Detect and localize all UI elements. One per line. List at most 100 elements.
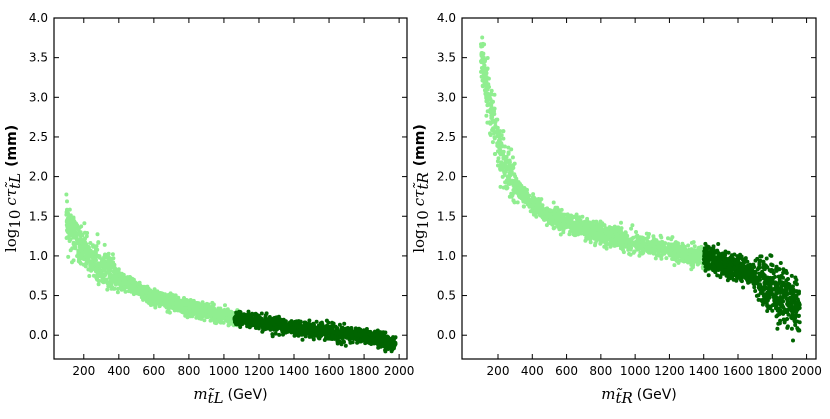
data-point [501,129,506,134]
data-point [343,343,348,348]
data-point [261,319,266,324]
data-point [214,310,218,315]
series-dark [701,241,802,343]
data-point [74,237,79,242]
data-point [483,70,488,75]
data-point [153,303,158,308]
data-point [608,238,613,243]
data-point [70,232,74,237]
data-point [556,207,561,212]
data-point [234,315,239,320]
data-point [80,256,85,261]
data-point [357,326,361,331]
data-point [490,140,495,145]
data-point [648,250,653,255]
data-point [167,302,172,306]
data-point [517,186,522,191]
data-point [298,330,303,335]
data-point [130,287,135,292]
data-point [227,320,232,325]
data-point [566,219,571,224]
data-point [330,334,335,339]
data-point [335,326,340,331]
data-point [664,256,669,261]
data-point [666,236,670,241]
data-point [670,235,675,240]
data-point [389,338,394,343]
data-point [80,251,85,256]
data-point [489,102,494,107]
data-point [716,242,721,246]
data-point [98,271,103,276]
data-point [651,234,656,239]
data-point [381,342,386,347]
data-point [525,194,529,199]
data-point [206,313,211,318]
data-point [88,252,92,257]
data-point [300,337,305,342]
data-point [155,289,160,294]
data-point [590,232,595,237]
data-point [667,242,672,247]
data-point [668,248,673,253]
data-point [66,220,71,224]
data-point [135,281,140,286]
data-point [580,214,585,219]
data-point [480,35,485,40]
y-axis-label: log10cτt̃L(mm) [2,125,24,252]
data-point [598,221,602,226]
data-point [490,120,495,125]
data-point [619,220,623,225]
data-point [609,226,614,230]
data-point [123,285,128,290]
data-point [141,297,146,302]
data-point [574,226,579,231]
data-point [184,309,189,314]
data-point [212,318,217,323]
data-point [648,246,653,251]
data-point [673,240,678,245]
data-point [164,303,169,308]
data-point [180,306,185,311]
data-point [112,277,117,281]
data-point [66,254,71,259]
x-tick-label: 1600 [314,364,345,378]
data-point [304,328,309,332]
x-tick-label: 400 [107,364,130,378]
data-point [672,263,677,268]
data-point [692,244,697,249]
data-point [87,260,92,264]
data-point [619,229,623,234]
data-point [691,249,696,254]
data-point [186,301,191,306]
data-point [498,152,503,157]
data-point [326,320,331,325]
data-point [514,184,519,189]
data-point [492,135,497,140]
data-point [162,295,167,300]
data-point [508,164,513,169]
data-point [381,338,386,343]
data-point [106,259,111,264]
data-point [323,329,328,334]
data-point [186,306,191,311]
data-point [339,342,344,347]
data-point [106,265,111,270]
data-point [352,336,357,341]
data-point [154,293,159,298]
data-point [159,297,164,302]
data-point [88,241,93,245]
data-point [78,234,83,238]
data-point [72,223,77,228]
data-point [346,333,351,338]
x-tick-label: 1200 [244,364,275,378]
data-point [83,264,88,269]
data-point [91,273,96,278]
data-point [361,337,366,342]
data-point [243,315,248,320]
data-point [657,245,662,250]
data-point [182,296,186,300]
data-point [196,302,201,307]
data-point [493,123,498,128]
data-point [654,241,658,246]
